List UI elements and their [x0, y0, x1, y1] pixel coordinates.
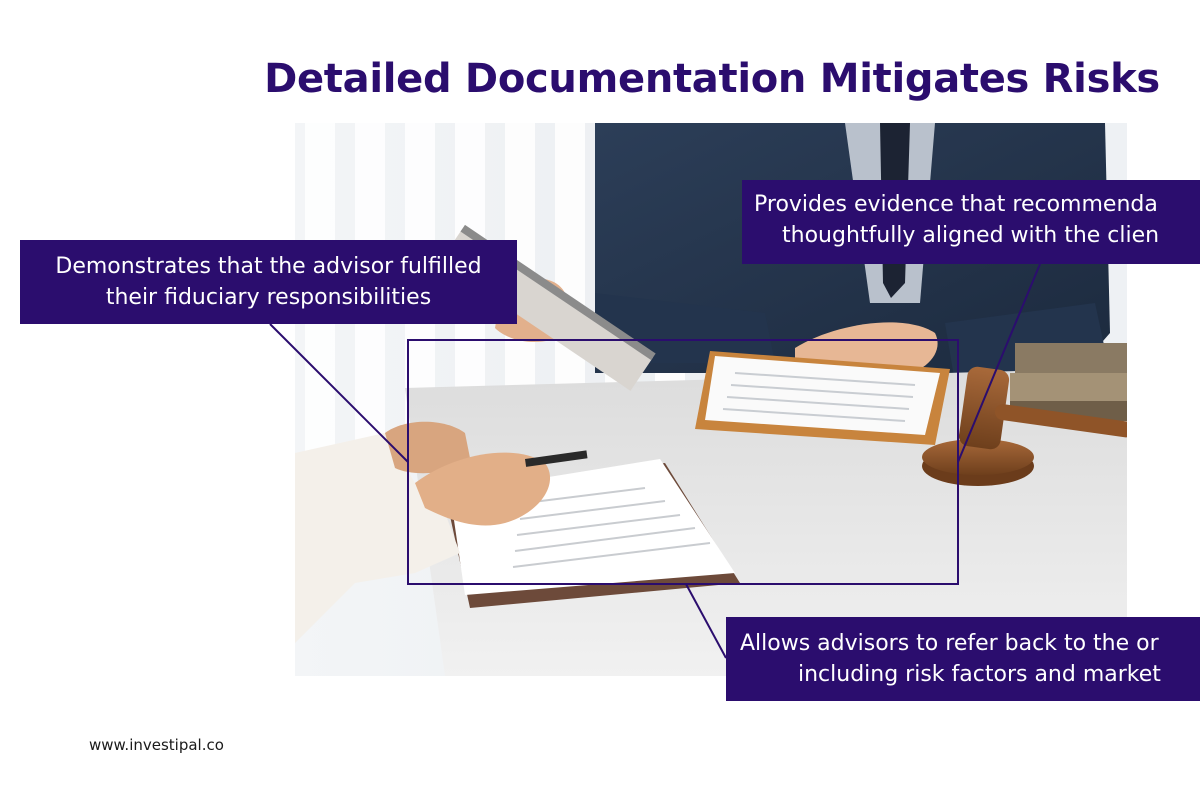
callout-evidence-line2: thoughtfully aligned with the clien — [782, 223, 1160, 248]
callout-refer-back: Allows advisors to refer back to the or … — [726, 617, 1200, 701]
callout-evidence-line1: Provides evidence that recommenda — [754, 192, 1158, 217]
footer-website-link[interactable]: www.investipal.co — [89, 736, 224, 754]
page-title: Detailed Documentation Mitigates Risks — [264, 56, 1160, 102]
callout-refer-back-line2: including risk factors and market — [798, 662, 1161, 687]
callout-fiduciary: Demonstrates that the advisor fulfilled … — [20, 240, 517, 324]
callout-refer-back-line1: Allows advisors to refer back to the or — [740, 631, 1159, 656]
callout-fiduciary-line1: Demonstrates that the advisor fulfilled — [55, 254, 482, 279]
callout-evidence: Provides evidence that recommenda though… — [742, 180, 1200, 264]
callout-fiduciary-line2: their fiduciary responsibilities — [105, 285, 432, 310]
